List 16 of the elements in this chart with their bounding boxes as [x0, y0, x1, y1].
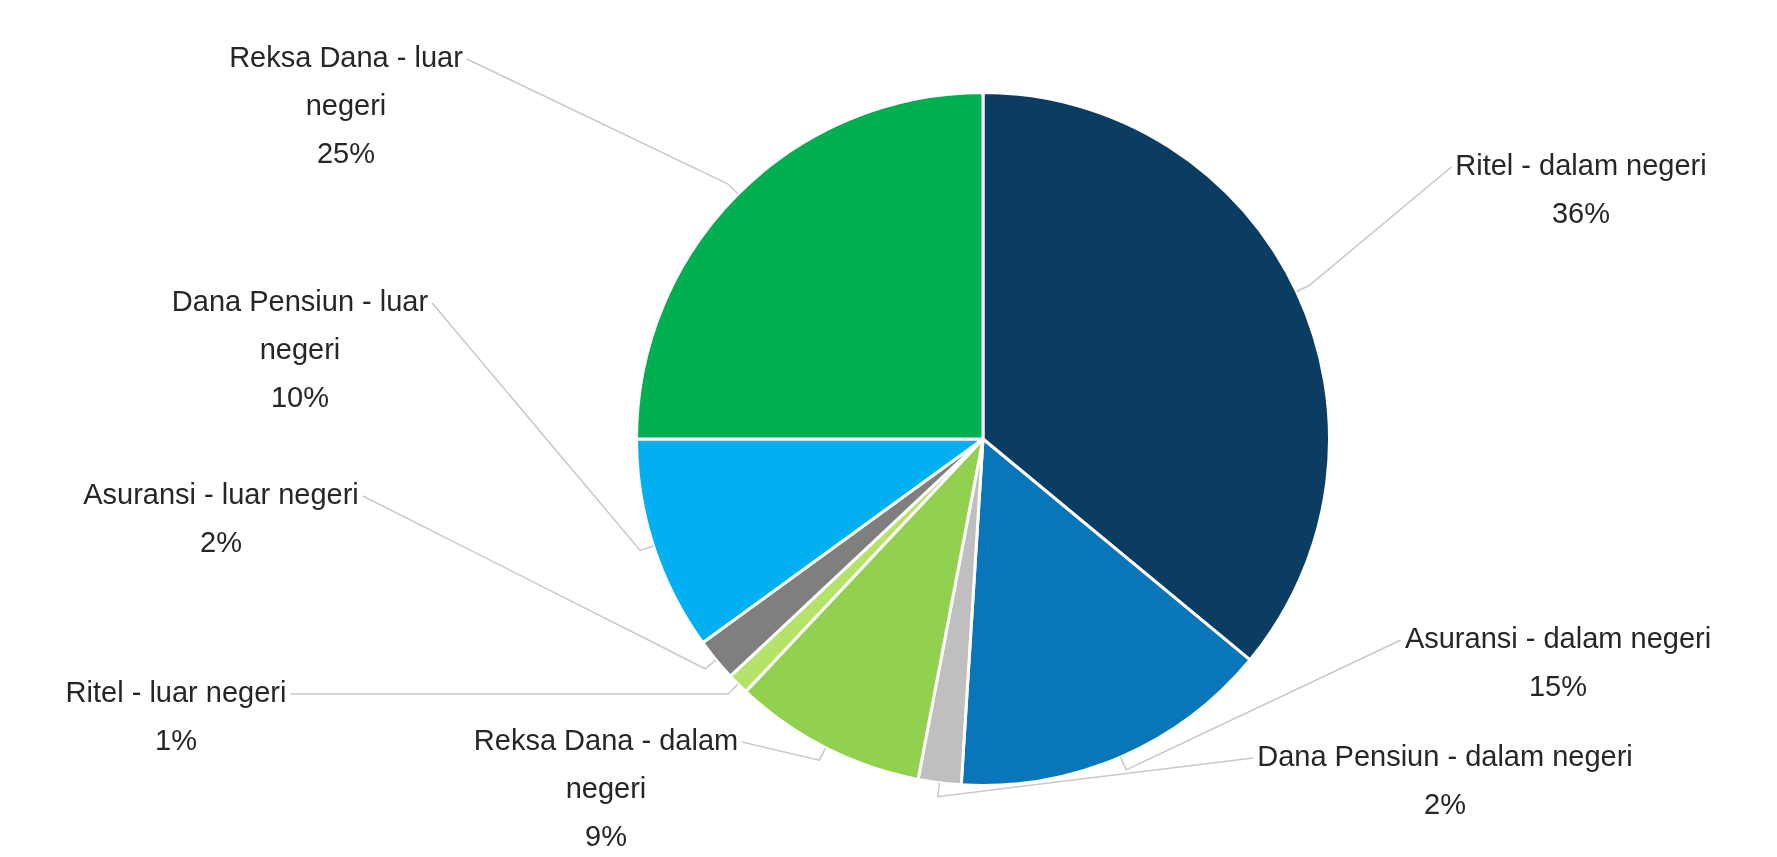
slice-label: Reksa Dana - dalam negeri: [473, 724, 739, 804]
slice-label: Ritel - dalam negeri: [1455, 149, 1707, 181]
slice-label: Asuransi - luar negeri: [83, 478, 359, 510]
slice-label: Dana Pensiun - luar negeri: [171, 285, 429, 365]
data-label: 36%: [1551, 197, 1611, 229]
data-label: 9%: [585, 820, 627, 852]
data-label: 25%: [316, 137, 376, 169]
data-label: 10%: [270, 381, 330, 413]
data-label: 1%: [155, 724, 197, 756]
slice-label: Asuransi - dalam negeri: [1404, 622, 1712, 654]
data-label: 2%: [200, 526, 242, 558]
slice-label: Ritel - luar negeri: [65, 676, 287, 708]
data-label: 2%: [1424, 788, 1466, 820]
data-label: 15%: [1528, 670, 1588, 702]
slice-label: Dana Pensiun - dalam negeri: [1257, 740, 1633, 772]
slice-label: Reksa Dana - luar negeri: [229, 41, 464, 121]
